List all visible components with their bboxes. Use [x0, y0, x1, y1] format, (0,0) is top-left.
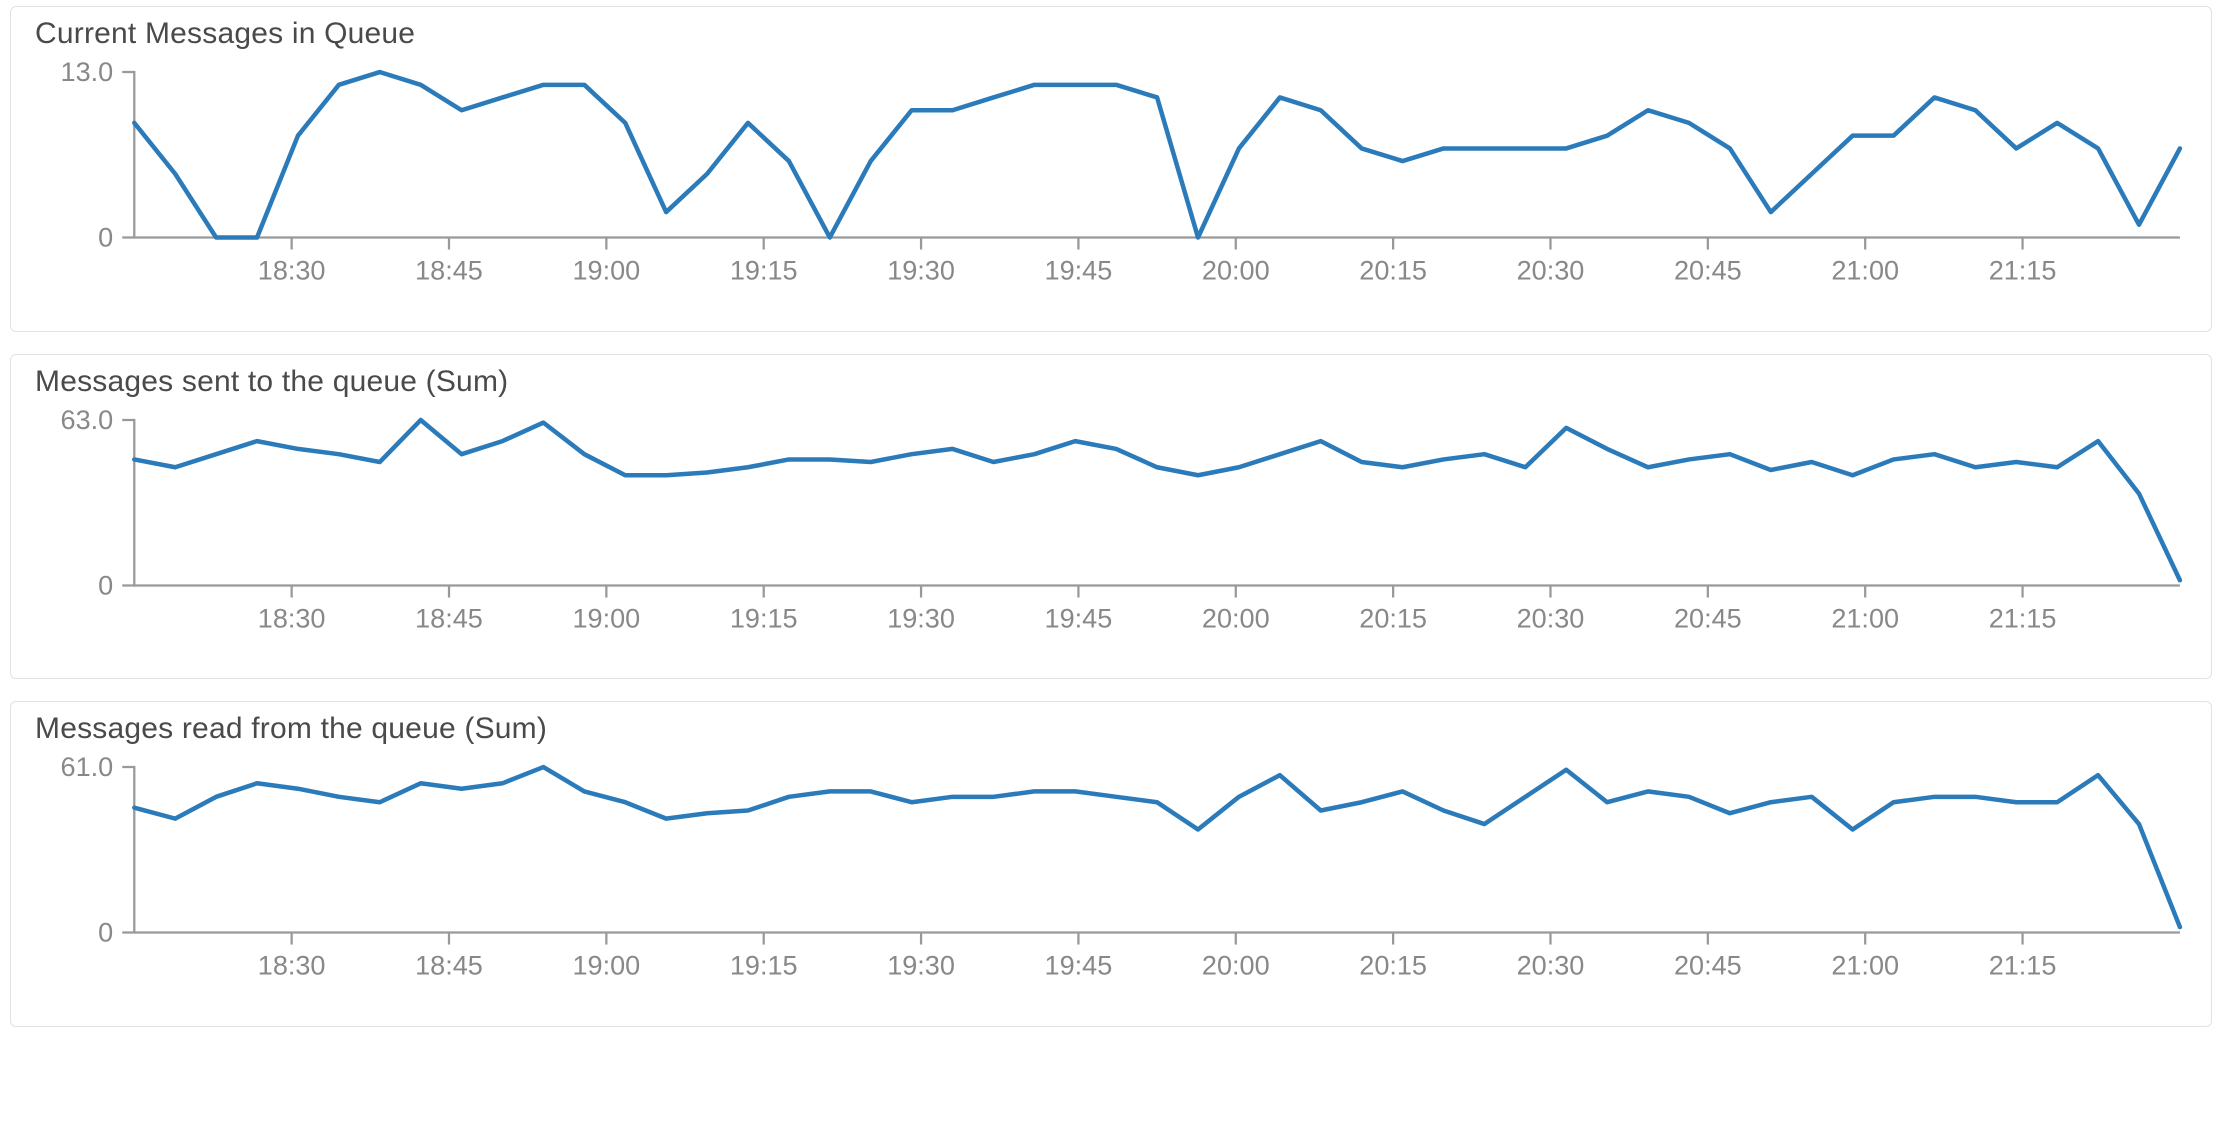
svg-text:20:45: 20:45: [1674, 950, 1742, 981]
svg-text:20:30: 20:30: [1517, 602, 1585, 633]
panel-messages-read: Messages read from the queue (Sum) 61.0 0…: [10, 701, 2212, 1027]
svg-text:19:45: 19:45: [1045, 602, 1113, 633]
svg-text:19:30: 19:30: [887, 255, 955, 286]
svg-text:18:45: 18:45: [415, 602, 483, 633]
svg-text:19:00: 19:00: [572, 602, 640, 633]
svg-text:20:30: 20:30: [1517, 950, 1585, 981]
svg-text:19:15: 19:15: [730, 950, 798, 981]
svg-text:21:15: 21:15: [1989, 255, 2057, 286]
chart-title: Messages sent to the queue (Sum): [35, 365, 2195, 399]
svg-text:19:45: 19:45: [1045, 950, 1113, 981]
svg-text:20:00: 20:00: [1202, 602, 1270, 633]
svg-text:20:00: 20:00: [1202, 255, 1270, 286]
svg-text:18:30: 18:30: [258, 950, 326, 981]
line-chart-messages-sent[interactable]: 63.0 0 18:30 18:45 19:00 19:15 19:30 19:45 20:00…: [29, 405, 2195, 661]
svg-text:20:15: 20:15: [1359, 950, 1427, 981]
svg-text:19:15: 19:15: [730, 255, 798, 286]
svg-text:18:45: 18:45: [415, 255, 483, 286]
chart-holder: 63.0 0 18:30 18:45 19:00 19:15 19:30 19:45 20:00…: [29, 405, 2195, 661]
svg-text:20:15: 20:15: [1359, 602, 1427, 633]
dashboard-page: Current Messages in Queue 13.0 0 18:30 18:4…: [0, 0, 2222, 1069]
svg-text:61.0: 61.0: [61, 752, 114, 782]
chart-title: Current Messages in Queue: [35, 17, 2195, 51]
svg-text:19:45: 19:45: [1045, 255, 1113, 286]
svg-text:0: 0: [98, 569, 113, 600]
svg-text:21:00: 21:00: [1831, 950, 1899, 981]
svg-text:21:00: 21:00: [1831, 255, 1899, 286]
svg-text:63.0: 63.0: [61, 405, 114, 435]
svg-text:20:00: 20:00: [1202, 950, 1270, 981]
svg-text:18:45: 18:45: [415, 950, 483, 981]
line-chart-current-messages[interactable]: 13.0 0 18:30 18:45 19:00 19:15 19:30 19:45 20:00…: [29, 57, 2195, 313]
chart-holder: 13.0 0 18:30 18:45 19:00 19:15 19:30 19:45 20:00…: [29, 57, 2195, 313]
svg-text:21:15: 21:15: [1989, 950, 2057, 981]
svg-text:0: 0: [98, 917, 113, 948]
svg-text:0: 0: [98, 222, 113, 253]
svg-text:20:15: 20:15: [1359, 255, 1427, 286]
svg-text:19:30: 19:30: [887, 602, 955, 633]
svg-text:19:30: 19:30: [887, 950, 955, 981]
svg-text:21:15: 21:15: [1989, 602, 2057, 633]
panel-messages-sent: Messages sent to the queue (Sum) 63.0 0 18…: [10, 354, 2212, 680]
svg-text:21:00: 21:00: [1831, 602, 1899, 633]
svg-text:19:00: 19:00: [572, 950, 640, 981]
svg-text:20:30: 20:30: [1517, 255, 1585, 286]
svg-text:18:30: 18:30: [258, 602, 326, 633]
panel-current-messages: Current Messages in Queue 13.0 0 18:30 18:4…: [10, 6, 2212, 332]
svg-text:13.0: 13.0: [61, 57, 114, 87]
line-chart-messages-read[interactable]: 61.0 0 18:30 18:45 19:00 19:15 19:30 19:45 20:00…: [29, 752, 2195, 1008]
svg-text:20:45: 20:45: [1674, 255, 1742, 286]
chart-title: Messages read from the queue (Sum): [35, 712, 2195, 746]
svg-text:20:45: 20:45: [1674, 602, 1742, 633]
chart-holder: 61.0 0 18:30 18:45 19:00 19:15 19:30 19:45 20:00…: [29, 752, 2195, 1008]
svg-text:19:15: 19:15: [730, 602, 798, 633]
svg-text:19:00: 19:00: [572, 255, 640, 286]
svg-text:18:30: 18:30: [258, 255, 326, 286]
